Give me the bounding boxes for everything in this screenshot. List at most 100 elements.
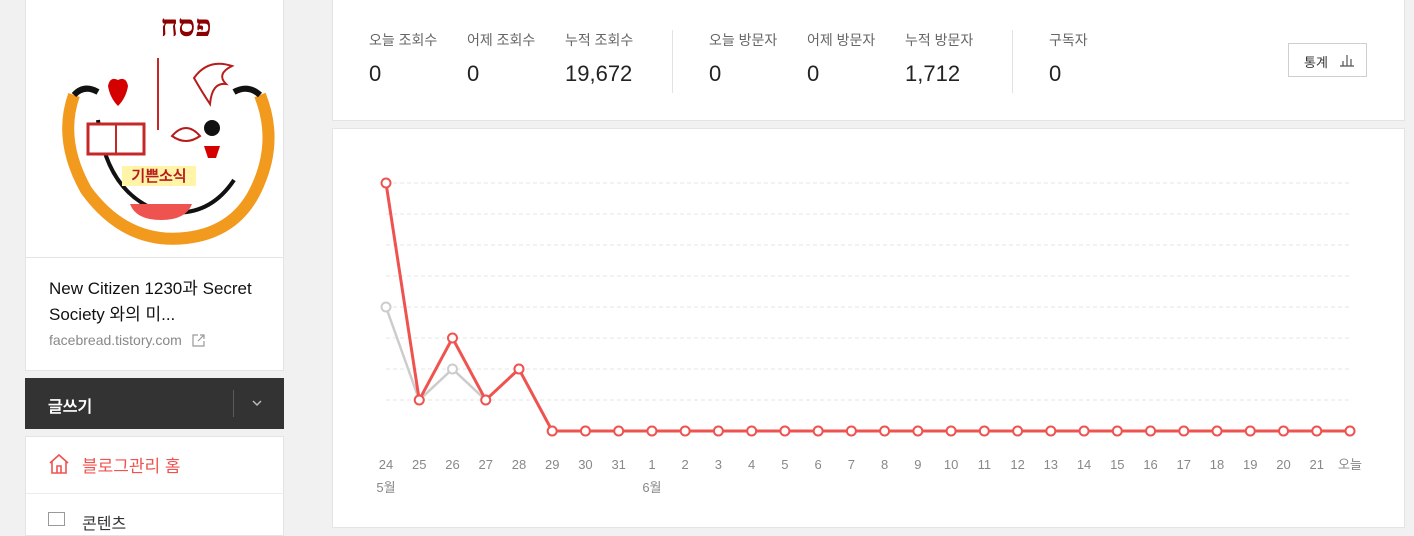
x-tick-label: 10 bbox=[944, 457, 958, 472]
x-tick-label: 7 bbox=[848, 457, 855, 472]
data-point-views bbox=[1278, 425, 1290, 437]
stat-value: 0 bbox=[807, 61, 820, 86]
x-tick-label: 31 bbox=[611, 457, 625, 472]
x-tick-label: 21 bbox=[1310, 457, 1324, 472]
stat-today-visitors: 오늘 방문자 0 bbox=[709, 30, 777, 87]
data-point-views bbox=[812, 425, 824, 437]
x-tick-label: 30 bbox=[578, 457, 592, 472]
data-point-views bbox=[945, 425, 957, 437]
menu-item-label: 블로그관리 홈 bbox=[82, 457, 181, 476]
blog-info-card: New Citizen 1230과 Secret Society 와의 미...… bbox=[25, 258, 284, 371]
x-tick-label: 26 bbox=[445, 457, 459, 472]
stats-button[interactable]: 통계 bbox=[1288, 43, 1367, 77]
x-tick-label: 오늘 bbox=[1338, 457, 1362, 472]
x-tick-label: 13 bbox=[1044, 457, 1058, 472]
x-month-label: 5월 bbox=[376, 480, 395, 495]
write-divider bbox=[233, 390, 234, 417]
data-point-visitors bbox=[446, 363, 458, 375]
x-tick-label: 19 bbox=[1243, 457, 1257, 472]
logo-heading: פסח bbox=[160, 9, 211, 44]
menu-item-blog-admin-home[interactable]: 블로그관리 홈 bbox=[26, 437, 283, 494]
x-month-label: 6월 bbox=[642, 480, 661, 495]
x-tick-label: 29 bbox=[545, 457, 559, 472]
data-point-views bbox=[845, 425, 857, 437]
stat-label: 오늘 방문자 bbox=[709, 32, 778, 48]
data-point-views bbox=[480, 394, 492, 406]
stat-yesterday-views: 어제 조회수 0 bbox=[467, 30, 535, 87]
write-bar: 글쓰기 bbox=[25, 378, 284, 429]
stat-total-visitors: 누적 방문자 1,712 bbox=[905, 30, 973, 87]
stat-label: 누적 조회수 bbox=[565, 32, 634, 48]
data-point-views bbox=[546, 425, 558, 437]
data-point-views bbox=[1178, 425, 1190, 437]
x-tick-label: 9 bbox=[914, 457, 921, 472]
series-line-views bbox=[384, 182, 1350, 433]
data-point-views bbox=[746, 425, 758, 437]
stat-value: 0 bbox=[369, 61, 382, 86]
x-tick-label: 20 bbox=[1276, 457, 1290, 472]
data-point-views bbox=[1311, 425, 1323, 437]
logo-text: 기쁜소식 bbox=[131, 168, 186, 185]
external-link-icon[interactable] bbox=[192, 334, 205, 347]
data-point-views bbox=[912, 425, 924, 437]
data-point-views bbox=[978, 425, 990, 437]
x-tick-label: 3 bbox=[715, 457, 722, 472]
data-point-views bbox=[1145, 425, 1157, 437]
menu-item-contents[interactable]: 콘텐츠 bbox=[26, 494, 283, 534]
blog-title[interactable]: New Citizen 1230과 Secret Society 와의 미... bbox=[49, 279, 252, 324]
data-point-views bbox=[779, 425, 791, 437]
stat-label: 어제 방문자 bbox=[807, 32, 876, 48]
x-tick-label: 12 bbox=[1010, 457, 1024, 472]
blog-url-link[interactable]: facebread.tistory.com bbox=[49, 332, 182, 348]
x-tick-label: 1 bbox=[648, 457, 655, 472]
visitor-line-chart: 24 25 26 27 28 29 30 31 1 2 3 4 5 6 7 8 9 10 11 12 13 14 15 16 1… bbox=[376, 177, 1362, 495]
data-point-views bbox=[380, 177, 392, 189]
data-point-views bbox=[679, 425, 691, 437]
data-point-views bbox=[579, 425, 591, 437]
chevron-down-icon[interactable] bbox=[250, 396, 264, 410]
stat-value: 1,712 bbox=[905, 61, 961, 86]
x-tick-label: 8 bbox=[881, 457, 888, 472]
stats-button-label: 통계 bbox=[1304, 55, 1328, 70]
data-point-views bbox=[1111, 425, 1123, 437]
write-button[interactable]: 글쓰기 bbox=[48, 399, 93, 416]
data-point-views bbox=[646, 425, 658, 437]
stat-divider bbox=[672, 30, 673, 93]
x-tick-label: 2 bbox=[682, 457, 689, 472]
data-point-views bbox=[879, 425, 891, 437]
stat-subscribers: 구독자 0 bbox=[1049, 30, 1088, 87]
x-tick-label: 16 bbox=[1143, 457, 1157, 472]
data-point-views bbox=[413, 394, 425, 406]
blog-logo-image: פסח 기쁜소식 bbox=[62, 9, 275, 245]
data-point-visitors bbox=[380, 301, 392, 313]
data-point-views bbox=[513, 363, 525, 375]
stat-value: 0 bbox=[709, 61, 722, 86]
data-point-views bbox=[1244, 425, 1256, 437]
stat-label: 구독자 bbox=[1049, 32, 1088, 48]
data-point-views bbox=[1045, 425, 1057, 437]
data-point-views bbox=[1078, 425, 1090, 437]
data-point-views bbox=[1012, 425, 1024, 437]
x-tick-label: 18 bbox=[1210, 457, 1224, 472]
visitor-chart-card: 24 25 26 27 28 29 30 31 1 2 3 4 5 6 7 8 9 10 11 12 13 14 15 16 1… bbox=[332, 128, 1405, 528]
stat-value: 19,672 bbox=[565, 61, 633, 86]
bar-chart-icon bbox=[1340, 55, 1354, 67]
data-point-views bbox=[613, 425, 625, 437]
x-tick-label: 15 bbox=[1110, 457, 1124, 472]
x-tick-label: 14 bbox=[1077, 457, 1091, 472]
x-tick-label: 24 bbox=[379, 457, 393, 472]
x-tick-label: 25 bbox=[412, 457, 426, 472]
stat-value: 0 bbox=[467, 61, 480, 86]
x-tick-label: 4 bbox=[748, 457, 755, 472]
stat-today-views: 오늘 조회수 0 bbox=[369, 30, 437, 87]
data-point-views bbox=[712, 425, 724, 437]
x-tick-label: 17 bbox=[1177, 457, 1191, 472]
stat-yesterday-visitors: 어제 방문자 0 bbox=[807, 30, 875, 87]
x-tick-label: 11 bbox=[978, 457, 992, 472]
data-point-views bbox=[446, 332, 458, 344]
data-point-views bbox=[1344, 425, 1356, 437]
stat-value: 0 bbox=[1049, 61, 1062, 86]
stats-summary: 오늘 조회수 0 어제 조회수 0 누적 조회수 19,672 오늘 방문자 0… bbox=[332, 0, 1405, 121]
stat-label: 누적 방문자 bbox=[905, 32, 974, 48]
home-icon bbox=[49, 453, 69, 474]
